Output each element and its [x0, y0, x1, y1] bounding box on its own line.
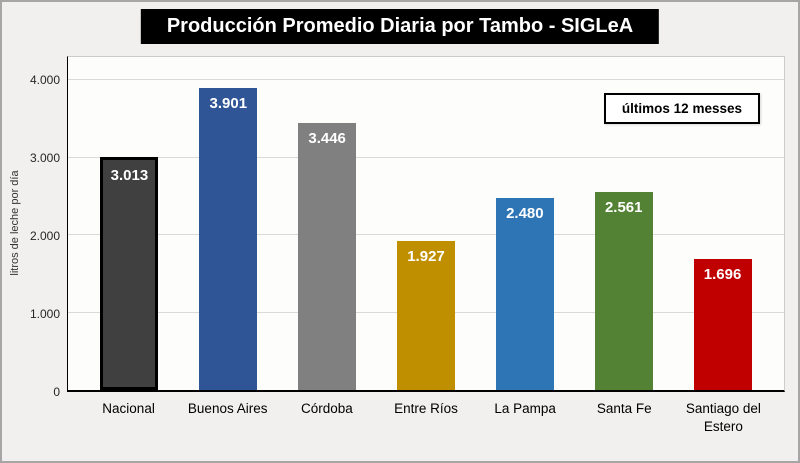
- bar-santiago-del-estero: 1.696: [693, 258, 752, 390]
- note-box: últimos 12 messes: [603, 93, 760, 124]
- y-tick-label: 3.000: [29, 150, 60, 165]
- bar-santa-fe: 2.561: [594, 191, 653, 390]
- bars: 3.013 3.901 3.446 1.927 2.480 2.561 1.696: [68, 57, 784, 390]
- bar-value-label: 3.446: [308, 130, 346, 148]
- bar-entre-r-os: 1.927: [397, 240, 455, 390]
- bar-value-label: 2.561: [604, 198, 643, 216]
- x-category-label: Santa Fe: [596, 401, 652, 416]
- y-tick-label: 4.000: [29, 72, 60, 87]
- bar-slot: 3.446: [278, 57, 377, 390]
- y-axis-ticks: 0 1.000 2.000 3.000 4.000: [2, 56, 60, 399]
- bar-value-label: 2.480: [506, 205, 544, 222]
- bar-value-label: 3.901: [209, 94, 248, 112]
- bar-nacional: 3.013: [100, 156, 159, 390]
- x-category-label: Santiago del Estero: [685, 401, 761, 434]
- bar-c-rdoba: 3.446: [298, 123, 357, 390]
- x-category-label: Buenos Aires: [187, 401, 268, 416]
- y-tick-label: 1.000: [29, 306, 60, 321]
- bar-value-label: 3.013: [110, 166, 149, 184]
- x-category-label: Entre Ríos: [394, 401, 458, 416]
- bar-la-pampa: 2.480: [495, 198, 554, 390]
- y-tick-label: 2.000: [29, 228, 60, 243]
- bar-slot: 3.901: [179, 57, 278, 390]
- bar-slot: 2.561: [574, 57, 673, 390]
- x-axis-labels: Nacional Buenos Aires Córdoba Entre Ríos La …: [67, 400, 785, 435]
- chart-title: Producción Promedio Diaria por Tambo - S…: [140, 9, 660, 44]
- y-gridline: [68, 234, 784, 236]
- bar-slot: 1.696: [673, 57, 772, 390]
- x-category-label: Nacional: [102, 401, 155, 416]
- y-tick-label: 0: [53, 385, 60, 399]
- bar-slot: 3.013: [80, 57, 179, 390]
- x-category-label: La Pampa: [494, 401, 556, 416]
- plot-area: 3.013 3.901 3.446 1.927 2.480 2.561 1.696 últi…: [67, 56, 785, 392]
- bar-buenos-aires: 3.901: [199, 87, 258, 390]
- bar-value-label: 1.927: [407, 247, 445, 265]
- x-category-label: Córdoba: [300, 401, 353, 416]
- bar-slot: 2.480: [475, 57, 574, 390]
- y-gridline: [68, 156, 784, 158]
- bar-value-label: 1.696: [703, 265, 742, 283]
- bar-slot: 1.927: [377, 57, 476, 390]
- y-gridline: [68, 79, 784, 81]
